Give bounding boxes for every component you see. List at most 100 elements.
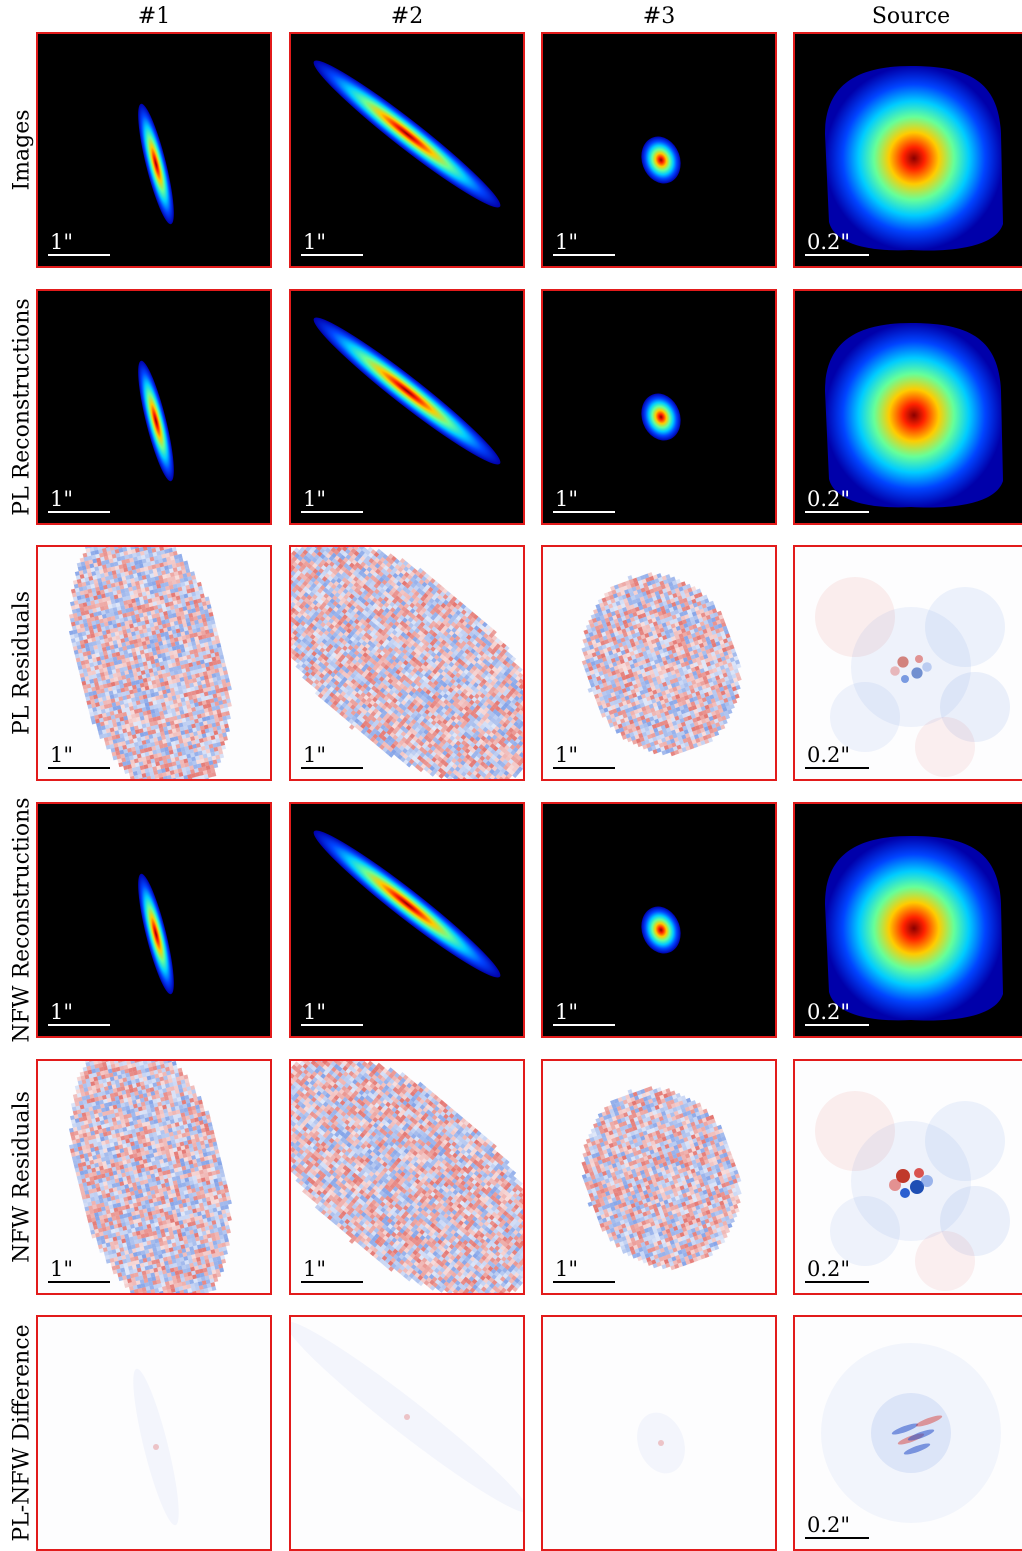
source-light-distribution: [825, 836, 1003, 1021]
residual-noise: [581, 1086, 742, 1271]
scale-bar: 1": [553, 1258, 615, 1283]
scale-bar-line: [301, 767, 363, 769]
scale-bar-line: [301, 1281, 363, 1283]
scale-bar-line: [805, 254, 869, 256]
scale-bar-line: [301, 1024, 363, 1026]
scale-bar: 0.2": [805, 1001, 869, 1026]
scale-bar-label: 1": [303, 487, 327, 511]
panel-image-image-2: 1": [289, 32, 525, 268]
scale-bar-line: [805, 1281, 869, 1283]
lensed-image-arc: [138, 103, 174, 225]
scale-bar: 1": [301, 1258, 363, 1283]
scale-bar-label: 1": [555, 230, 579, 254]
scale-bar-line: [301, 511, 363, 513]
scale-bar-line: [553, 254, 615, 256]
panel-image-image-2: 1": [289, 802, 525, 1038]
residual-noise: [68, 547, 232, 779]
panel-image-image-1: 1": [36, 289, 272, 525]
panel-residual-image-2: 1": [289, 1059, 525, 1295]
lensed-image-arc: [313, 317, 501, 465]
scale-bar-line: [301, 254, 363, 256]
scale-bar-line: [805, 767, 869, 769]
panel-difference-image-1: [36, 1315, 272, 1551]
scale-bar: 1": [553, 231, 615, 256]
scale-bar-label: 0.2": [807, 487, 851, 511]
difference-pattern: [291, 1321, 523, 1513]
difference-pattern: [821, 1343, 1001, 1523]
lensed-image-arc: [313, 830, 501, 978]
panel-image-image-3: 1": [541, 802, 777, 1038]
scale-bar-label: 1": [555, 1257, 579, 1281]
panel-image-source: 0.2": [793, 32, 1022, 268]
panel-residual-source: 0.2": [793, 1059, 1022, 1295]
panel-residual-image-1: 1": [36, 545, 272, 781]
panel-residual-image-3: 1": [541, 545, 777, 781]
scale-bar-label: 0.2": [807, 1257, 851, 1281]
scale-bar: 1": [48, 1258, 110, 1283]
residual-noise: [68, 1061, 232, 1293]
scale-bar-label: 1": [555, 1000, 579, 1024]
scale-bar: 1": [48, 1001, 110, 1026]
panel-difference-image-2: [289, 1315, 525, 1551]
scale-bar: 1": [48, 744, 110, 769]
scale-bar-line: [48, 767, 110, 769]
scale-bar-label: 1": [555, 487, 579, 511]
scale-bar-line: [48, 511, 110, 513]
source-residual-pattern: [815, 577, 1010, 777]
scale-bar-label: 1": [50, 1257, 74, 1281]
column-header-image-1: #1: [137, 4, 171, 29]
difference-pattern: [133, 1368, 179, 1526]
scale-bar: 1": [301, 744, 363, 769]
row-label-text: PL-NFW Difference: [9, 1324, 35, 1542]
row-label-text: PL Residuals: [9, 590, 35, 736]
scale-bar-line: [48, 254, 110, 256]
scale-bar: 1": [48, 231, 110, 256]
column-header-source: Source: [871, 4, 951, 29]
panel-difference-source: 0.2": [793, 1315, 1022, 1551]
panel-residual-image-2: 1": [289, 545, 525, 781]
residual-noise: [581, 572, 742, 757]
panel-image-source: 0.2": [793, 289, 1022, 525]
scale-bar: 0.2": [805, 231, 869, 256]
scale-bar-line: [553, 1281, 615, 1283]
panel-image-image-1: 1": [36, 32, 272, 268]
scale-bar-label: 1": [303, 1257, 327, 1281]
scale-bar-label: 1": [50, 487, 74, 511]
scale-bar-line: [48, 1281, 110, 1283]
scale-bar-label: 0.2": [807, 1000, 851, 1024]
residual-noise: [291, 1061, 523, 1293]
scale-bar-label: 1": [303, 1000, 327, 1024]
row-label-text: PL Reconstructions: [9, 298, 35, 516]
row-label-text: NFW Reconstructions: [9, 797, 35, 1043]
source-light-distribution: [825, 66, 1003, 251]
scale-bar: 1": [301, 488, 363, 513]
panel-residual-image-1: 1": [36, 1059, 272, 1295]
column-header-image-2: #2: [390, 4, 424, 29]
scale-bar-label: 1": [50, 743, 74, 767]
lensed-image-arc: [641, 136, 681, 184]
scale-bar-line: [805, 1537, 869, 1539]
scale-bar: 1": [301, 231, 363, 256]
source-light-distribution: [825, 323, 1003, 508]
panel-difference-image-3: [541, 1315, 777, 1551]
scale-bar: 1": [48, 488, 110, 513]
scale-bar-line: [553, 511, 615, 513]
scale-bar: 1": [553, 744, 615, 769]
column-header-image-3: #3: [642, 4, 676, 29]
scale-bar: 0.2": [805, 1514, 869, 1539]
lensed-image-arc: [641, 906, 681, 954]
scale-bar-line: [805, 1024, 869, 1026]
panel-image-image-2: 1": [289, 289, 525, 525]
scale-bar: 0.2": [805, 744, 869, 769]
row-label-text: NFW Residuals: [9, 1091, 35, 1263]
scale-bar: 1": [301, 1001, 363, 1026]
scale-bar-label: 1": [555, 743, 579, 767]
lensed-image-arc: [138, 873, 174, 995]
scale-bar-label: 1": [303, 230, 327, 254]
scale-bar: 0.2": [805, 488, 869, 513]
scale-bar-label: 1": [50, 1000, 74, 1024]
scale-bar: 1": [553, 488, 615, 513]
scale-bar: 1": [553, 1001, 615, 1026]
scale-bar-label: 0.2": [807, 1513, 851, 1537]
scale-bar-line: [805, 511, 869, 513]
